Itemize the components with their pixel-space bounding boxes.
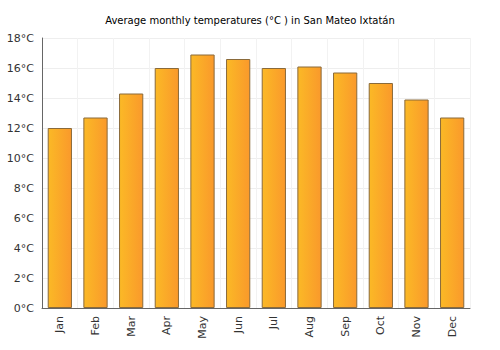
svg-text:Nov: Nov — [410, 316, 423, 338]
svg-text:Mar: Mar — [125, 316, 138, 337]
svg-text:Oct: Oct — [374, 315, 387, 335]
svg-text:Jul: Jul — [267, 316, 280, 330]
svg-text:16°C: 16°C — [7, 62, 34, 75]
svg-text:2°C: 2°C — [14, 272, 34, 285]
svg-text:8°C: 8°C — [14, 182, 34, 195]
svg-text:18°C: 18°C — [7, 32, 34, 45]
svg-text:Jun: Jun — [232, 316, 245, 334]
svg-text:May: May — [196, 316, 209, 339]
svg-text:Apr: Apr — [160, 316, 173, 336]
svg-text:Average monthly temperatures (: Average monthly temperatures (°C ) in Sa… — [105, 15, 395, 26]
svg-text:14°C: 14°C — [7, 92, 34, 105]
svg-text:Sep: Sep — [339, 316, 352, 337]
svg-text:6°C: 6°C — [14, 212, 34, 225]
svg-text:0°C: 0°C — [14, 302, 34, 315]
svg-text:10°C: 10°C — [7, 152, 34, 165]
svg-text:Feb: Feb — [89, 316, 102, 335]
svg-text:12°C: 12°C — [7, 122, 34, 135]
svg-text:Aug: Aug — [303, 316, 316, 337]
svg-text:4°C: 4°C — [14, 242, 34, 255]
svg-text:Dec: Dec — [446, 316, 459, 337]
svg-text:Jan: Jan — [53, 316, 66, 334]
